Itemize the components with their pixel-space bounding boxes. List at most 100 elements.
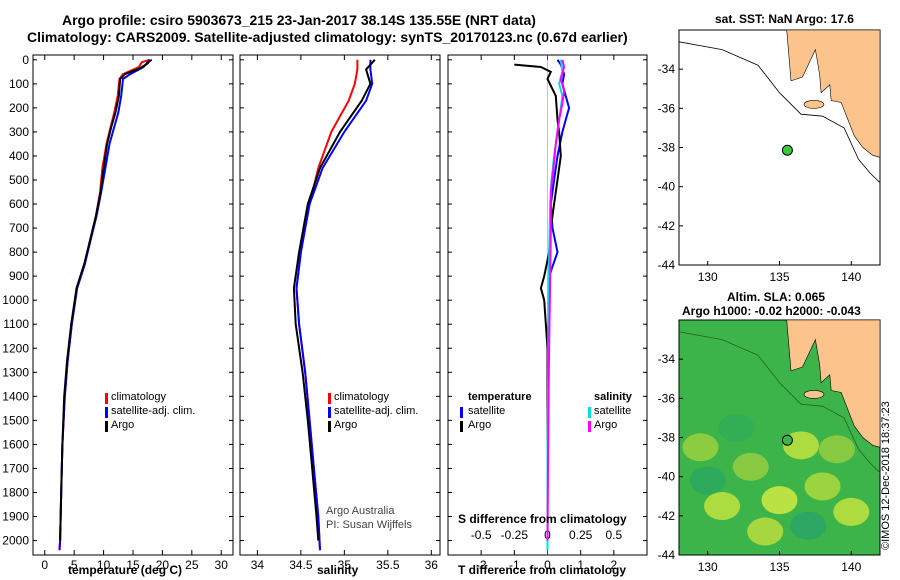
diff-legend-s-argo: Argo bbox=[594, 419, 618, 431]
depth-tick-label: 0 bbox=[22, 53, 29, 67]
sst-map-kangaroo-island bbox=[803, 100, 825, 109]
sla-blob bbox=[718, 413, 755, 442]
x-tick-label: 34 bbox=[251, 558, 265, 572]
sal-legend-satellite: satellite-adj. clim. bbox=[334, 405, 419, 417]
map-y-tick-label: -38 bbox=[658, 431, 676, 445]
diff-legend-temperature-title: temperature bbox=[468, 391, 532, 403]
depth-tick-label: 1100 bbox=[3, 317, 29, 331]
series-argo bbox=[59, 59, 151, 541]
sla-map-title-line-1: Altim. SLA: 0.065 bbox=[727, 290, 826, 304]
x-tick-label: 35.5 bbox=[376, 558, 400, 572]
x-tick-label: 35 bbox=[338, 558, 352, 572]
map-y-tick-label: -44 bbox=[658, 548, 676, 562]
sla-blob bbox=[732, 452, 769, 481]
sla-blob bbox=[747, 517, 784, 546]
sst-map-title: sat. SST: NaN Argo: 17.6 bbox=[715, 12, 854, 26]
x-tick-label: 0 bbox=[544, 558, 551, 572]
temp-legend-climatology: climatology bbox=[111, 391, 167, 403]
sla-blob bbox=[682, 433, 719, 462]
depth-tick-label: 100 bbox=[9, 77, 29, 91]
temp-legend-satellite: satellite-adj. clim. bbox=[111, 405, 196, 417]
argo-australia-label: Argo Australia bbox=[326, 505, 395, 517]
sla-blob bbox=[833, 497, 870, 526]
x-tick-label: 20 bbox=[156, 558, 170, 572]
sst-map-land bbox=[786, 29, 881, 158]
depth-tick-label: 1700 bbox=[2, 461, 29, 475]
sla-blob bbox=[818, 435, 855, 464]
depth-tick-label: 1400 bbox=[2, 389, 29, 403]
depth-tick-label: 1200 bbox=[2, 341, 29, 355]
depth-tick-label: 900 bbox=[9, 269, 29, 283]
sal-legend-swatch-argo bbox=[328, 421, 331, 432]
map-x-tick-label: 135 bbox=[769, 560, 789, 574]
profile-panel-frame bbox=[239, 54, 441, 556]
depth-tick-label: 1300 bbox=[2, 365, 29, 379]
diff-legend-t-satellite: satellite bbox=[468, 405, 506, 417]
s-difference-xlabel: S difference from climatology bbox=[458, 512, 627, 526]
x-tick-label: 30 bbox=[215, 558, 229, 572]
x-tick-label: 34.5 bbox=[289, 558, 313, 572]
sla-map-argo-marker bbox=[781, 434, 793, 446]
depth-tick-label: 1000 bbox=[2, 293, 29, 307]
x-tick-label: 2 bbox=[610, 558, 617, 572]
temp-legend-swatch-satellite bbox=[105, 407, 108, 418]
title-line-2: Climatology: CARS2009. Satellite-adjuste… bbox=[27, 29, 628, 45]
x-tick-label: 25 bbox=[185, 558, 199, 572]
map-x-tick-label: 130 bbox=[698, 560, 718, 574]
sla-map-land bbox=[786, 319, 881, 448]
sla-blob bbox=[790, 511, 827, 540]
sal-legend-swatch-satellite bbox=[328, 407, 331, 418]
sla-blob bbox=[804, 472, 841, 501]
depth-tick-label: 300 bbox=[9, 125, 29, 139]
sla-map-kangaroo-island bbox=[803, 390, 825, 399]
map-y-tick-label: -42 bbox=[658, 219, 676, 233]
x-tick-label: 36 bbox=[425, 558, 439, 572]
x-tick-label: -2 bbox=[476, 558, 487, 572]
diff-legend-swatch-s-argo bbox=[588, 421, 591, 432]
diff-legend-salinity-title: salinity bbox=[594, 391, 632, 403]
salinity-xlabel: salinity bbox=[317, 563, 359, 577]
depth-tick-label: 2000 bbox=[2, 534, 29, 548]
sla-map-shelf-contour bbox=[678, 331, 881, 473]
t-difference-xlabel: T difference from climatology bbox=[458, 563, 627, 577]
s-tick-label: 0.5 bbox=[605, 528, 622, 542]
map-x-tick-label: 140 bbox=[841, 270, 861, 284]
pi-label: PI: Susan Wijffels bbox=[326, 519, 412, 531]
sst-map-argo-marker bbox=[781, 144, 793, 156]
x-tick-label: 5 bbox=[71, 558, 78, 572]
temp-legend-swatch-climatology bbox=[105, 393, 108, 404]
x-tick-label: 15 bbox=[126, 558, 140, 572]
series-t-argo bbox=[514, 63, 562, 541]
depth-tick-label: 400 bbox=[9, 149, 29, 163]
map-y-tick-label: -44 bbox=[658, 258, 676, 272]
diff-legend-swatch-t-satellite bbox=[460, 407, 463, 418]
depth-tick-label: 1900 bbox=[2, 510, 29, 524]
sla-blob bbox=[761, 486, 798, 515]
s-tick-label: -0.5 bbox=[471, 528, 492, 542]
map-y-tick-label: -36 bbox=[658, 101, 676, 115]
map-y-tick-label: -34 bbox=[658, 62, 676, 76]
map-y-tick-label: -38 bbox=[658, 141, 676, 155]
map-y-tick-label: -36 bbox=[658, 391, 676, 405]
sal-legend-climatology: climatology bbox=[334, 391, 390, 403]
map-x-tick-label: 135 bbox=[769, 270, 789, 284]
series-argo bbox=[292, 59, 376, 541]
imos-credit: ©IMOS 12-Dec-2018 18:37:23 bbox=[880, 401, 892, 550]
sst-map-shelf-contour bbox=[678, 41, 881, 183]
diff-legend-s-satellite: satellite bbox=[594, 405, 632, 417]
depth-tick-label: 700 bbox=[9, 221, 29, 235]
map-x-tick-label: 140 bbox=[841, 560, 861, 574]
depth-tick-label: 200 bbox=[9, 101, 29, 115]
temp-legend-argo: Argo bbox=[111, 419, 135, 431]
temp-legend-swatch-argo bbox=[105, 421, 108, 432]
map-y-tick-label: -42 bbox=[658, 509, 676, 523]
s-tick-label: 0.25 bbox=[569, 528, 593, 542]
x-tick-label: -1 bbox=[509, 558, 520, 572]
map-x-tick-label: 130 bbox=[698, 270, 718, 284]
depth-tick-label: 800 bbox=[9, 245, 29, 259]
profile-panel-frame bbox=[32, 54, 234, 556]
title-line-1: Argo profile: csiro 5903673_215 23-Jan-2… bbox=[62, 12, 536, 28]
series-satellite-adj-clim- bbox=[295, 59, 374, 551]
diff-legend-t-argo: Argo bbox=[468, 419, 492, 431]
